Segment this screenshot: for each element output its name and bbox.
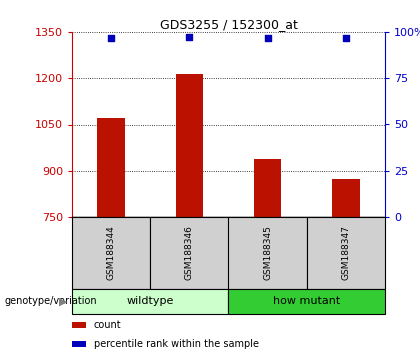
Bar xyxy=(254,159,281,217)
Text: genotype/variation: genotype/variation xyxy=(4,297,97,307)
Text: GSM188344: GSM188344 xyxy=(107,225,116,280)
Bar xyxy=(228,217,307,289)
Point xyxy=(343,35,349,40)
Point xyxy=(186,34,193,39)
Text: ▶: ▶ xyxy=(58,297,67,307)
Bar xyxy=(307,217,385,289)
Bar xyxy=(150,217,228,289)
Text: wildtype: wildtype xyxy=(126,297,174,307)
Bar xyxy=(72,341,86,347)
Point xyxy=(264,35,271,40)
Bar xyxy=(332,179,360,217)
Text: percentile rank within the sample: percentile rank within the sample xyxy=(94,339,259,349)
Point xyxy=(108,35,115,40)
Text: how mutant: how mutant xyxy=(273,297,340,307)
Bar xyxy=(72,289,228,314)
Bar xyxy=(176,74,203,217)
Bar xyxy=(228,289,385,314)
Text: count: count xyxy=(94,320,121,330)
Title: GDS3255 / 152300_at: GDS3255 / 152300_at xyxy=(160,18,297,31)
Text: GSM188345: GSM188345 xyxy=(263,225,272,280)
Text: GSM188347: GSM188347 xyxy=(341,225,350,280)
Bar xyxy=(72,321,86,328)
Bar xyxy=(97,118,125,217)
Text: GSM188346: GSM188346 xyxy=(185,225,194,280)
Bar xyxy=(72,217,150,289)
